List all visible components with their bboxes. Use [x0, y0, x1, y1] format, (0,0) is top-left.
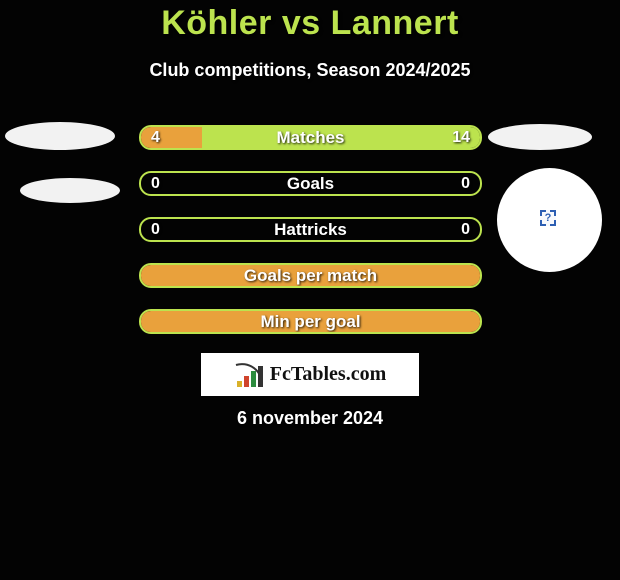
stat-bar: 00Goals	[139, 171, 482, 196]
stat-bar: 00Hattricks	[139, 217, 482, 242]
avatar-shape	[488, 124, 592, 150]
stat-bar: Min per goal	[139, 309, 482, 334]
watermark-text: FcTables.com	[270, 363, 386, 386]
stat-label: Matches	[141, 127, 480, 148]
comparison-bars: 414Matches 00Goals 00Hattricks Goals per ma…	[139, 125, 482, 355]
watermark: FcTables.com	[201, 353, 419, 396]
avatar-shape	[5, 122, 115, 150]
stat-bar: 414Matches	[139, 125, 482, 150]
fctables-logo-icon	[234, 361, 264, 389]
stat-bar: Goals per match	[139, 263, 482, 288]
page-subtitle: Club competitions, Season 2024/2025	[0, 60, 620, 81]
date-text: 6 november 2024	[0, 408, 620, 429]
comparison-infographic: Köhler vs Lannert Club competitions, Sea…	[0, 0, 620, 580]
page-title: Köhler vs Lannert	[0, 4, 620, 43]
stat-label: Goals per match	[141, 265, 480, 286]
stat-label: Min per goal	[141, 311, 480, 332]
avatar-shape	[20, 178, 120, 203]
stat-label: Hattricks	[141, 219, 480, 240]
stat-label: Goals	[141, 173, 480, 194]
missing-image-icon: ?	[540, 210, 556, 226]
